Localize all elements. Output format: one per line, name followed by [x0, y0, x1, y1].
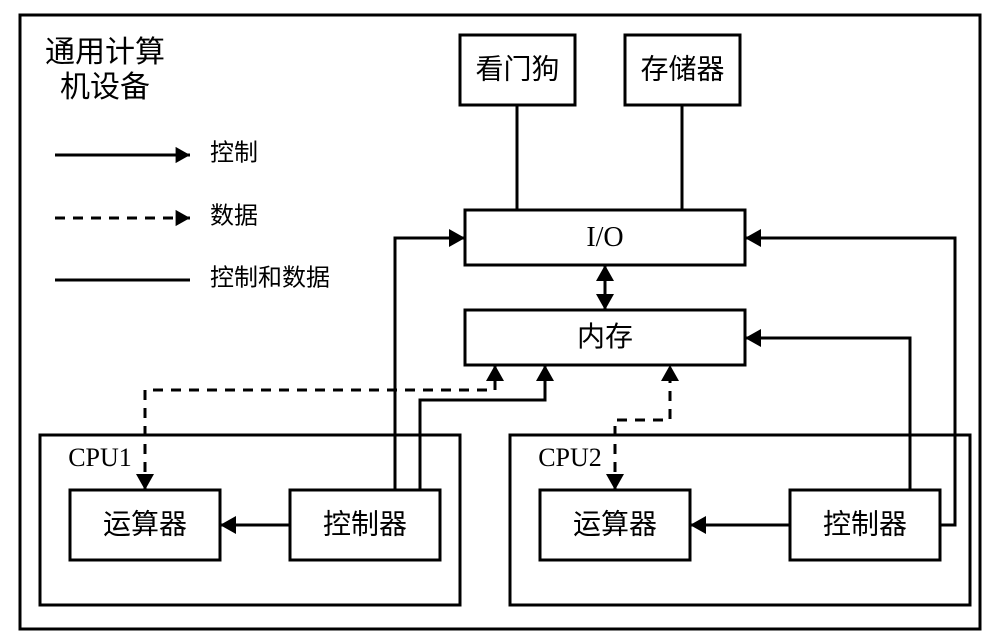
cpu1_alu_to_mem — [145, 365, 495, 490]
cpu1_alu-label: 运算器 — [103, 508, 187, 540]
arrowhead — [486, 365, 504, 381]
arrowhead — [690, 516, 706, 534]
cpu2_ctrl_to_mem — [745, 338, 910, 490]
arrowhead — [596, 265, 614, 281]
title-line2: 机设备 — [60, 71, 150, 104]
arrowhead — [606, 474, 624, 490]
arrowhead — [220, 516, 236, 534]
arrowhead — [176, 147, 190, 163]
arrowhead — [536, 365, 554, 381]
cpu2_ctrl-label: 控制器 — [823, 508, 907, 540]
legend-label-0: 控制 — [210, 140, 258, 167]
cpu1_ctrl-label: 控制器 — [323, 508, 407, 540]
storage-label: 存储器 — [640, 53, 724, 85]
cpu2_ctrl_to_io — [745, 238, 955, 525]
arrowhead — [449, 229, 465, 247]
arrowhead — [661, 365, 679, 381]
arrowhead — [745, 329, 761, 347]
cpu1_ctrl_to_mem — [420, 365, 545, 490]
memory-label: 内存 — [577, 321, 633, 353]
cpu1_ctrl_to_io — [395, 238, 465, 490]
cpu2_alu_to_mem — [615, 365, 670, 490]
arrowhead — [596, 294, 614, 310]
cpu1_outer-label: CPU1 — [68, 443, 132, 472]
cpu2_alu-label: 运算器 — [573, 508, 657, 540]
io-label: I/O — [586, 222, 623, 253]
cpu2_outer-label: CPU2 — [538, 443, 602, 472]
legend-label-2: 控制和数据 — [210, 265, 330, 292]
arrowhead — [745, 229, 761, 247]
legend-label-1: 数据 — [210, 203, 258, 230]
arrowhead — [136, 474, 154, 490]
arrowhead — [176, 210, 190, 226]
watchdog-label: 看门狗 — [475, 53, 559, 85]
architecture-diagram: 通用计算机设备控制数据控制和数据 看门狗 存储器 I/O 内存运算器 控制器 运算器 控制器 C… — [0, 0, 1000, 644]
title-line1: 通用计算 — [45, 36, 165, 69]
